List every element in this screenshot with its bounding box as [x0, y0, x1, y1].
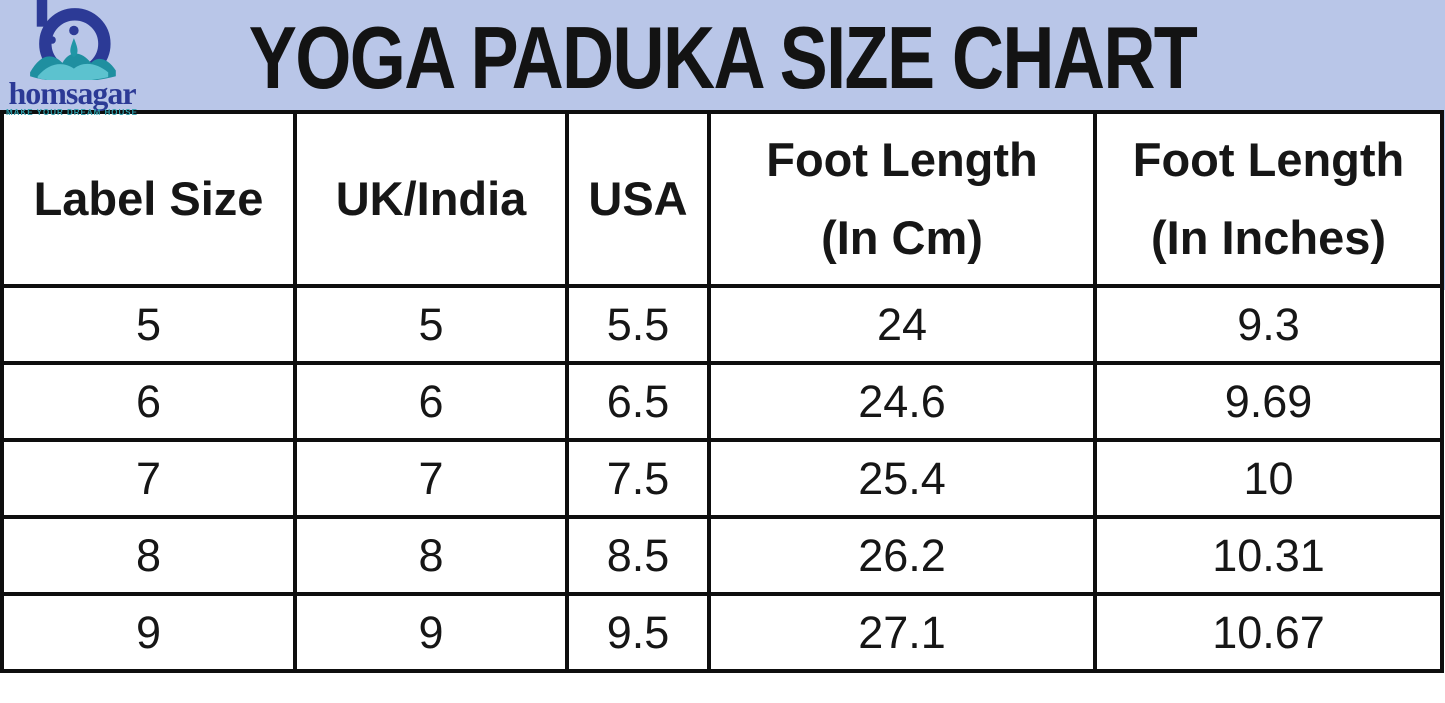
table-row: 5 5 5.5 24 9.3	[0, 284, 1444, 365]
cell-uk-india: 6	[293, 361, 569, 442]
column-header-subtext: (In Cm)	[821, 211, 983, 264]
cell-usa: 6.5	[565, 361, 711, 442]
column-header-usa: USA	[565, 110, 711, 288]
column-header-text: Foot Length	[1132, 133, 1405, 187]
cell-usa: 8.5	[565, 515, 711, 596]
column-header-text: USA	[588, 172, 688, 226]
column-header-uk-india: UK/India	[293, 110, 569, 288]
column-header-text: Label Size	[33, 172, 264, 226]
column-header-foot-length-cm: Foot Length (In Cm)	[707, 110, 1097, 288]
table-row: 6 6 6.5 24.6 9.69	[0, 361, 1444, 442]
cell-foot-length-cm: 24	[707, 284, 1097, 365]
cell-uk-india: 7	[293, 438, 569, 519]
table-header-row: Label Size UK/India USA Foot Length (In …	[0, 110, 1444, 288]
water-drop-wave-circle-icon	[30, 0, 116, 80]
cell-foot-length-inches: 9.69	[1093, 361, 1444, 442]
brand-logo: homsagar MAKE YOUR DREAM HOUSE	[6, 0, 138, 117]
table-row: 7 7 7.5 25.4 10	[0, 438, 1444, 519]
cell-uk-india: 5	[293, 284, 569, 365]
column-header-foot-length-inches: Foot Length (In Inches)	[1093, 110, 1444, 288]
cell-label-size: 6	[0, 361, 297, 442]
cell-uk-india: 9	[293, 592, 569, 673]
cell-foot-length-inches: 10.67	[1093, 592, 1444, 673]
cell-foot-length-inches: 9.3	[1093, 284, 1444, 365]
brand-name: homsagar	[8, 75, 136, 111]
column-header-text: Foot Length	[766, 133, 1038, 187]
cell-label-size: 8	[0, 515, 297, 596]
brand-tagline: MAKE YOUR DREAM HOUSE	[6, 108, 138, 117]
cell-foot-length-inches: 10.31	[1093, 515, 1444, 596]
table-row: 9 9 9.5 27.1 10.67	[0, 592, 1444, 673]
cell-foot-length-cm: 24.6	[707, 361, 1097, 442]
cell-foot-length-cm: 27.1	[707, 592, 1097, 673]
cell-uk-india: 8	[293, 515, 569, 596]
cell-foot-length-cm: 25.4	[707, 438, 1097, 519]
size-chart-table: Label Size UK/India USA Foot Length (In …	[0, 110, 1444, 673]
cell-usa: 5.5	[565, 284, 711, 365]
page-title: YOGA PADUKA SIZE CHART	[248, 8, 1198, 107]
cell-foot-length-inches: 10	[1093, 438, 1444, 519]
column-header-label-size: Label Size	[0, 110, 297, 288]
cell-foot-length-cm: 26.2	[707, 515, 1097, 596]
column-header-subtext: (In Inches)	[1150, 211, 1387, 264]
cell-usa: 9.5	[565, 592, 711, 673]
cell-label-size: 7	[0, 438, 297, 519]
cell-label-size: 9	[0, 592, 297, 673]
cell-label-size: 5	[0, 284, 297, 365]
table-row: 8 8 8.5 26.2 10.31	[0, 515, 1444, 596]
cell-usa: 7.5	[565, 438, 711, 519]
column-header-text: UK/India	[335, 172, 527, 226]
